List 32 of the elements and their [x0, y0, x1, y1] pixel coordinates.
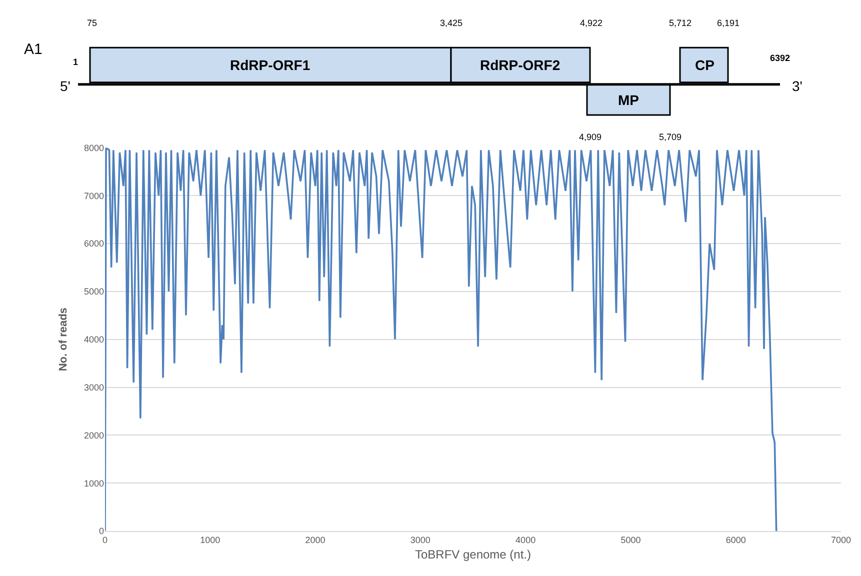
y-tick-label: 8000: [84, 142, 104, 153]
x-axis-title: ToBRFV genome (nt.): [414, 548, 532, 562]
text: 4,909: [579, 132, 602, 142]
x-tick-label: 7000: [830, 534, 852, 545]
x-tick-label: 3000: [410, 534, 430, 545]
text: 3': [792, 78, 802, 94]
y-tick-label: 4000: [84, 334, 104, 345]
y-axis-title: No. of reads: [58, 308, 70, 372]
x-tick-label: 6000: [726, 534, 746, 545]
text: 1: [73, 57, 78, 67]
text: 3,425: [440, 18, 463, 28]
y-tick-label: 7000: [84, 190, 104, 201]
y-tick-label: 0: [98, 526, 104, 536]
text: A1: [24, 41, 42, 58]
x-tick-label: 4000: [516, 534, 536, 545]
text: 5,709: [659, 132, 682, 142]
line-series: [105, 148, 778, 531]
text: 75: [87, 18, 98, 28]
text: MP: [618, 92, 639, 108]
text: 5,712: [669, 18, 692, 28]
x-tick-label: 1000: [200, 534, 220, 545]
x-tick-label: 5000: [620, 534, 641, 545]
text: 6392: [770, 53, 790, 63]
text: 4,922: [580, 18, 603, 28]
text: 6,191: [717, 18, 740, 28]
y-tick-label: 6000: [84, 238, 104, 249]
x-tick-label: 2000: [305, 534, 326, 545]
y-tick-label: 3000: [84, 382, 104, 392]
text: 5': [60, 78, 70, 94]
y-tick-label: 5000: [84, 286, 104, 297]
y-tick-label: 2000: [84, 430, 104, 440]
y-tick-label: 1000: [84, 478, 104, 488]
